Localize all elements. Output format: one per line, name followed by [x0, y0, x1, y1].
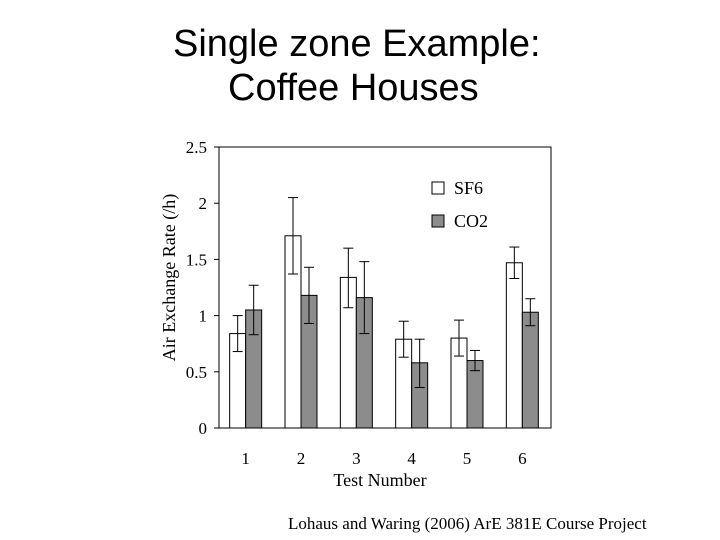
slide-title-line-1: Single zone Example: — [173, 23, 541, 65]
slide-title: Single zone Example: Coffee Houses — [0, 22, 720, 110]
x-tick-label: 3 — [352, 449, 361, 468]
x-tick-label: 6 — [518, 449, 527, 468]
plot-frame — [218, 146, 552, 429]
legend-swatch-co2 — [431, 214, 445, 228]
y-tick-label: 2 — [199, 194, 208, 213]
slide-title-line-2: Coffee Houses — [228, 67, 479, 109]
legend-swatch-sf6 — [431, 181, 445, 195]
bar-sf6 — [505, 262, 523, 429]
bar-co2 — [521, 311, 539, 429]
y-tick-label: 0 — [199, 419, 208, 438]
y-axis-label: Air Exchange Rate (/h) — [159, 194, 180, 361]
y-tick-label: 0.5 — [186, 363, 207, 382]
y-tick-label: 1 — [199, 307, 208, 326]
y-tick-label: 1.5 — [186, 250, 207, 269]
legend-label-sf6: SF6 — [454, 178, 483, 198]
x-axis-label: Test Number — [333, 470, 426, 490]
citation: Lohaus and Waring (2006) ArE 381E Course… — [288, 514, 647, 533]
y-tick-label: 2.5 — [186, 138, 207, 157]
x-tick-label: 2 — [297, 449, 306, 468]
x-tick-label: 1 — [241, 449, 250, 468]
x-tick-label: 5 — [463, 449, 472, 468]
legend-label-co2: CO2 — [454, 211, 488, 231]
x-tick-label: 4 — [407, 449, 416, 468]
